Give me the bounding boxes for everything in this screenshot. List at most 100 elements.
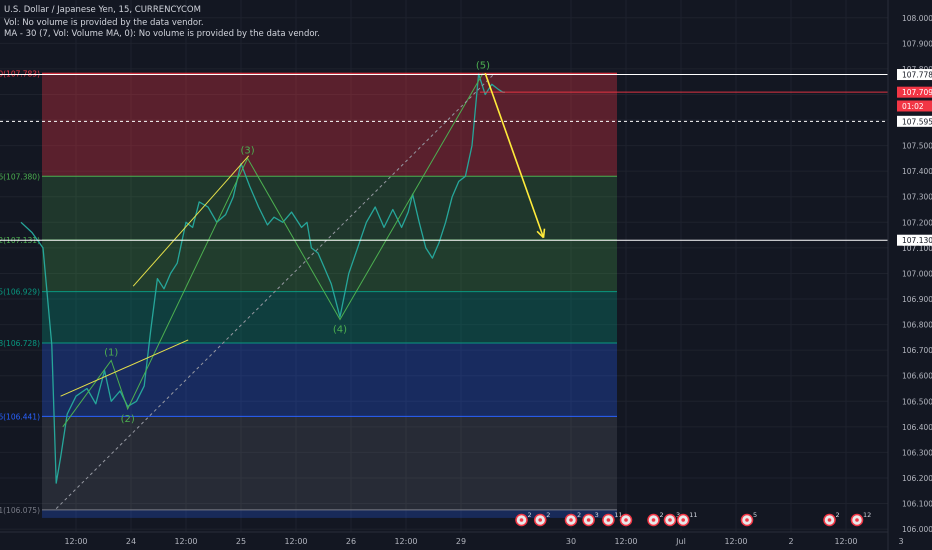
fib-level-label: 0.5(106.929) [0, 288, 40, 297]
price-label-text: 107.130 [902, 236, 932, 245]
price-tick-label: 106.400 [902, 423, 932, 432]
projection-line [484, 72, 545, 238]
event-marker-dot [569, 518, 573, 522]
price-label-text: 01:02 [902, 102, 924, 111]
price-axis[interactable]: 106.000 106.100 106.200 106.300 106.400 106.5… [887, 0, 932, 550]
price-tick-label: 107.300 [902, 193, 932, 202]
channel-line-lower [60, 339, 189, 397]
wave-label: (3) [241, 145, 255, 156]
price-tick-label: 107.400 [902, 167, 932, 176]
price-label-badge [897, 115, 932, 127]
elliott-wave-lines: (1) (2) (3) (4) (5) [55, 60, 495, 510]
time-tick-label: 25 [236, 537, 246, 546]
fib-level-label: 0.236(107.380) [0, 172, 40, 181]
time-tick-label: 24 [126, 537, 136, 546]
event-marker-dot [827, 518, 832, 522]
projection-arrowhead [542, 228, 546, 238]
event-marker-count: 12 [863, 511, 871, 519]
event-marker-dot [745, 518, 749, 522]
fib-zone [42, 176, 617, 240]
price-tick-label: 107.900 [902, 39, 932, 48]
price-series [20, 73, 505, 484]
event-marker-dot [606, 518, 611, 522]
time-tick-label: 29 [456, 537, 466, 546]
event-marker-count: 2 [577, 511, 581, 519]
price-line [20, 73, 505, 484]
event-marker-dot [538, 518, 542, 522]
time-tick-label: 26 [346, 537, 356, 546]
price-label-text: 107.778 [902, 71, 932, 80]
price-label-badge [897, 100, 932, 112]
wave-label: (2) [121, 414, 135, 425]
fib-level-label: 0(107.783) [0, 69, 40, 78]
elliott-wave-path [62, 73, 484, 428]
price-tick-label: 106.500 [902, 397, 932, 406]
fibonacci-retracement[interactable]: 0(107.783)0.236(107.380)0.382(107.131)0.… [0, 69, 617, 518]
trend-line-dashed [55, 73, 495, 510]
time-tick-label: 12:00 [724, 537, 747, 546]
event-marker-dot [681, 518, 685, 522]
event-marker-count: 3 [595, 511, 599, 519]
price-tick-label: 106.200 [902, 474, 932, 483]
time-tick-label: 12:00 [284, 537, 307, 546]
time-tick-label: 12:00 [394, 537, 417, 546]
event-marker-count: 2 [836, 511, 840, 519]
price-tick-label: 107.000 [902, 269, 932, 278]
price-label-badge [897, 86, 932, 98]
horizontal-lines[interactable] [0, 74, 888, 241]
fib-level-label: 1(106.075) [0, 506, 40, 515]
time-tick-label: 12:00 [614, 537, 637, 546]
price-tick-label: 107.500 [902, 142, 932, 151]
event-marker-count: 3 [676, 511, 680, 519]
fib-zone [42, 509, 617, 518]
time-tick-label: 12:00 [834, 537, 857, 546]
price-tick-label: 107.100 [902, 244, 932, 253]
wave-label: (5) [476, 60, 490, 71]
event-marker-count: 2 [528, 511, 532, 519]
price-tick-label: 106.000 [902, 525, 932, 534]
event-marker-count: 2 [660, 511, 664, 519]
price-tick-label: 106.300 [902, 448, 932, 457]
fib-zone [42, 239, 617, 292]
price-label-text: 107.595 [902, 117, 932, 126]
price-tick-label: 106.800 [902, 321, 932, 330]
channel-line-upper [132, 155, 250, 287]
event-marker-count: 2 [546, 511, 550, 519]
time-tick-label: 30 [566, 537, 576, 546]
fib-zone [42, 73, 617, 177]
event-marker-dot [651, 518, 656, 522]
projection-arrowhead [536, 230, 545, 239]
price-tick-label: 106.700 [902, 346, 932, 355]
ma-legend: MA - 30 (7, Vol: Volume MA, 0): No volum… [4, 29, 320, 39]
event-marker-count: 5 [753, 511, 757, 519]
price-tick-label: 106.600 [902, 372, 932, 381]
volume-legend: Vol: No volume is provided by the data v… [4, 18, 204, 28]
price-label-badge [897, 234, 932, 246]
projection-arrow[interactable] [484, 72, 546, 239]
event-marker-dot [855, 518, 859, 522]
time-axis[interactable]: 12:00 24 12:00 25 12:00 26 12:00 29 30 12:00 Jul 12… [0, 531, 932, 546]
event-marker-dot [586, 518, 591, 522]
price-tick-label: 107.200 [902, 218, 932, 227]
price-tick-label: 106.900 [902, 295, 932, 304]
price-label-badge [897, 69, 932, 81]
fib-level-label: 0.618(106.728) [0, 339, 40, 348]
symbol-title: U.S. Dollar / Japanese Yen, 15, CURRENCY… [4, 5, 201, 15]
wave-label: (4) [333, 324, 347, 335]
time-tick-label: Jul [675, 537, 686, 546]
event-marker-dot [519, 518, 524, 522]
fib-level-label: 0.786(106.441) [0, 412, 40, 421]
time-tick-label: 12:00 [64, 537, 87, 546]
price-tick-label: 108.000 [902, 14, 932, 23]
wave-label: (1) [104, 347, 118, 358]
event-marker-count: 11 [689, 511, 697, 519]
price-label-text: 107.709 [902, 88, 932, 97]
event-marker-dot [668, 518, 672, 522]
time-tick-label: 12:00 [174, 537, 197, 546]
fib-zone [42, 291, 617, 343]
time-tick-label: 3 [898, 537, 903, 546]
event-marker-dot [624, 518, 628, 522]
fib-zone [42, 342, 617, 417]
